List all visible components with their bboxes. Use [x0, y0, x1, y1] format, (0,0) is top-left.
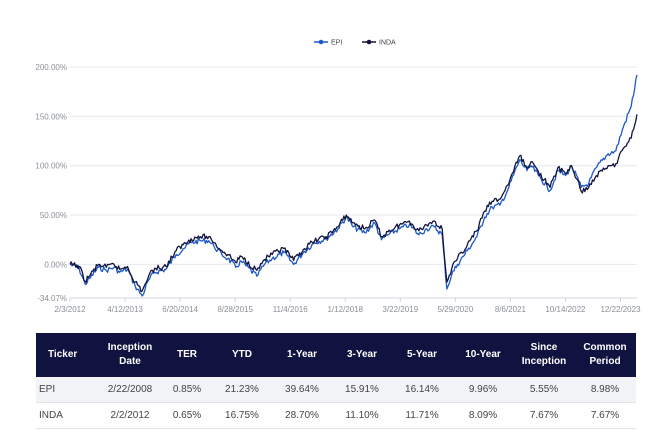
table-row: EPI 2/22/2008 0.85% 21.23% 39.64% 15.91% 16.14…	[36, 377, 636, 403]
x-tick-label: 11/4/2016	[273, 305, 309, 314]
series-line-epi	[69, 74, 638, 297]
legend-label: INDA	[379, 40, 396, 47]
y-tick-label: 0.00%	[44, 260, 67, 269]
column-header: Since Inception	[514, 333, 574, 377]
x-tick-label: 3/22/2019	[383, 305, 419, 314]
x-tick-label: 2/3/2012	[54, 305, 86, 314]
legend-swatch-marker	[318, 39, 324, 45]
chart-series	[69, 74, 638, 297]
x-tick-label: 1/12/2018	[327, 305, 363, 314]
x-tick-label: 12/22/2023	[600, 305, 641, 314]
series-line-inda	[69, 114, 638, 293]
table-cell: 15.91%	[332, 377, 392, 403]
y-tick-label: 50.00%	[40, 211, 67, 220]
table-cell: 16.75%	[212, 402, 272, 429]
table-cell: 0.85%	[162, 377, 212, 403]
column-header: Inception Date	[98, 333, 162, 377]
table-cell: 11.71%	[392, 402, 452, 429]
table-cell: 21.23%	[212, 377, 272, 403]
x-axis-tick-labels: 2/3/2012 4/12/2013 6/20/2014 8/28/2015 11/4/…	[54, 298, 641, 314]
column-header: 3-Year	[332, 333, 392, 377]
table-header-row: Ticker Inception Date TER YTD 1-Year 3-Year 5-Y…	[36, 333, 636, 377]
table-cell: 28.70%	[272, 402, 332, 429]
column-header: Common Period	[574, 333, 636, 377]
column-header: 10-Year	[452, 333, 514, 377]
x-tick-label: 6/20/2014	[162, 305, 198, 314]
y-tick-label: 150.00%	[35, 112, 67, 121]
x-tick-label: 10/14/2022	[545, 305, 586, 314]
table-cell: 8.09%	[452, 402, 514, 429]
table-cell: 2/2/2012	[98, 402, 162, 429]
x-tick-label: 4/12/2013	[107, 305, 143, 314]
table-cell: 11.10%	[332, 402, 392, 429]
table-cell: 39.64%	[272, 377, 332, 403]
column-header: YTD	[212, 333, 272, 377]
y-tick-label: -34.07%	[37, 294, 67, 303]
chart-legend: EPI INDA	[314, 40, 396, 47]
table-cell: 8.98%	[574, 377, 636, 403]
table-cell: 7.67%	[574, 402, 636, 429]
table-row: INDA 2/2/2012 0.65% 16.75% 28.70% 11.10% 11.71…	[36, 402, 636, 429]
x-tick-label: 8/6/2021	[495, 305, 527, 314]
legend-label: EPI	[331, 40, 342, 47]
performance-table: Ticker Inception Date TER YTD 1-Year 3-Year 5-Y…	[36, 333, 636, 429]
chart-gridlines	[70, 66, 637, 299]
ticker-cell: EPI	[36, 377, 98, 403]
x-tick-label: 8/28/2015	[217, 305, 253, 314]
table-cell: 0.65%	[162, 402, 212, 429]
y-axis-tick-labels: 200.00% 150.00% 100.00% 50.00% 0.00% -34.07%	[35, 63, 67, 303]
y-tick-label: 100.00%	[35, 162, 67, 171]
legend-swatch-marker	[366, 39, 372, 45]
table-cell: 7.67%	[514, 402, 574, 429]
x-tick-label: 5/29/2020	[438, 305, 474, 314]
y-tick-label: 200.00%	[35, 63, 67, 72]
table-cell: 2/22/2008	[98, 377, 162, 403]
column-header: TER	[162, 333, 212, 377]
table-body: EPI 2/22/2008 0.85% 21.23% 39.64% 15.91% 16.14…	[36, 377, 636, 429]
column-header: 1-Year	[272, 333, 332, 377]
table-cell: 16.14%	[392, 377, 452, 403]
ticker-cell: INDA	[36, 402, 98, 429]
performance-line-chart: EPI INDA 200.00% 150.00% 100.00% 50.00% 0.00%…	[35, 40, 641, 315]
column-header: Ticker	[36, 333, 98, 377]
legend-item-inda[interactable]: INDA	[362, 40, 396, 47]
legend-item-epi[interactable]: EPI	[314, 40, 342, 47]
table-cell: 9.96%	[452, 377, 514, 403]
table-cell: 5.55%	[514, 377, 574, 403]
column-header: 5-Year	[392, 333, 452, 377]
